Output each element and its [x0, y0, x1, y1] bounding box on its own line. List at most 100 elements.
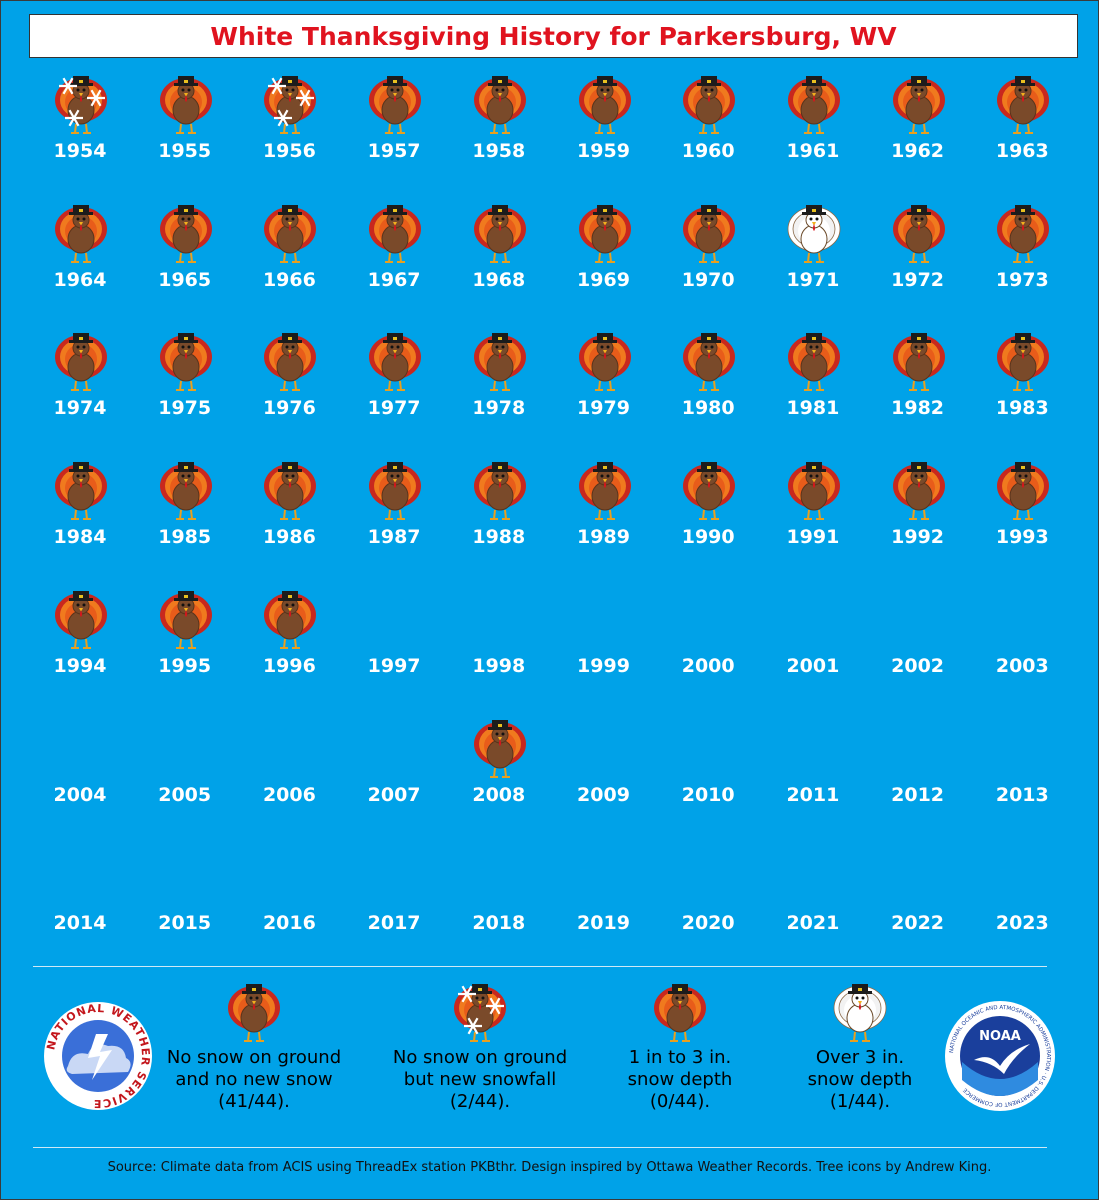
year-label: 1968: [472, 268, 526, 291]
year-cell: 1967: [342, 199, 446, 327]
year-label: 2018: [472, 912, 526, 935]
year-cell: 1992: [866, 456, 970, 584]
year-label: 1962: [891, 140, 945, 162]
year-label: 2006: [262, 783, 316, 806]
year-label: 1986: [262, 526, 316, 549]
legend-brown-turkey-icon: [227, 978, 281, 1044]
legend-label: No snow on ground and no new snow (41/44…: [166, 1047, 342, 1112]
year-label: 1979: [577, 397, 630, 420]
year-label: 1958: [472, 140, 526, 162]
year-label: 1961: [786, 140, 840, 162]
year-cell: 1994: [28, 585, 132, 713]
year-label: 1999: [577, 654, 630, 677]
divider-bottom: [33, 1147, 1047, 1148]
year-cell: 2006: [237, 714, 341, 842]
year-label: 1954: [53, 140, 107, 162]
brown-turkey-icon: [54, 585, 108, 651]
brown-turkey-icon: [682, 199, 736, 265]
year-cell: 2020: [656, 842, 760, 970]
year-label: 1989: [577, 526, 630, 549]
year-label: 2005: [158, 783, 212, 806]
brown-turkey-icon: [473, 714, 527, 780]
year-label: 1987: [367, 526, 421, 549]
year-cell: 1956: [237, 70, 341, 198]
year-label: 2007: [367, 783, 421, 806]
year-cell: 1964: [28, 199, 132, 327]
year-label: 2020: [681, 912, 735, 935]
year-cell: 2002: [866, 585, 970, 713]
year-cell: 2017: [342, 842, 446, 970]
year-label: 1976: [262, 397, 316, 420]
year-cell: 2001: [761, 585, 865, 713]
year-cell: 1982: [866, 327, 970, 455]
year-cell: 1981: [761, 327, 865, 455]
brown-turkey-icon: [159, 456, 213, 522]
brown-turkey-icon: [368, 327, 422, 393]
nws-logo: NATIONAL WEATHER SERVICE: [42, 1000, 154, 1112]
brown-turkey-icon: [578, 199, 632, 265]
year-label: 1959: [577, 140, 630, 162]
year-cell: 2013: [970, 714, 1074, 842]
year-cell: 2012: [866, 714, 970, 842]
year-cell: 1979: [552, 327, 656, 455]
year-cell: 1963: [970, 70, 1074, 198]
year-cell: 1995: [133, 585, 237, 713]
year-label: 2013: [995, 783, 1049, 806]
brown-turkey-icon: [578, 70, 632, 136]
brown-turkey-icon: [159, 70, 213, 136]
year-cell: 1973: [970, 199, 1074, 327]
year-cell: 1955: [133, 70, 237, 198]
year-label: 2012: [891, 783, 945, 806]
year-label: 2000: [681, 654, 735, 677]
year-label: 1964: [53, 268, 107, 291]
brown-turkey-icon: [473, 70, 527, 136]
source-note: Source: Climate data from ACIS using Thr…: [107, 1160, 992, 1175]
year-cell: 1975: [133, 327, 237, 455]
year-cell: 2016: [237, 842, 341, 970]
white-turkey-icon: [787, 199, 841, 265]
year-label: 1997: [367, 654, 421, 677]
year-label: 1998: [472, 654, 526, 677]
year-cell: 2000: [656, 585, 760, 713]
legend-brown-turkey-snowflakes-icon: [453, 978, 507, 1044]
year-label: 1988: [472, 526, 526, 549]
year-label: 1980: [681, 397, 735, 420]
year-label: 1957: [367, 140, 421, 162]
year-label: 1975: [158, 397, 212, 420]
year-label: 2008: [472, 783, 526, 806]
brown-turkey-snowflakes-icon: [263, 70, 317, 136]
year-cell: 2009: [552, 714, 656, 842]
year-label: 1996: [262, 654, 316, 677]
year-label: 2022: [891, 912, 945, 935]
year-label: 2004: [53, 783, 107, 806]
noaa-logo: NOAA NATIONAL OCEANIC AND ATMOSPHERIC AD…: [944, 1000, 1056, 1112]
year-cell: 2019: [552, 842, 656, 970]
brown-turkey-icon: [787, 456, 841, 522]
svg-text:NOAA: NOAA: [979, 1029, 1021, 1044]
year-cell: 1960: [656, 70, 760, 198]
year-cell: 1993: [970, 456, 1074, 584]
brown-turkey-icon: [787, 70, 841, 136]
year-cell: 1999: [552, 585, 656, 713]
year-cell: 1976: [237, 327, 341, 455]
year-cell: 1988: [447, 456, 551, 584]
year-label: 1966: [262, 268, 316, 291]
legend-label: No snow on ground but new snowfall (2/44…: [392, 1047, 568, 1112]
brown-turkey-icon: [892, 327, 946, 393]
year-cell: 1977: [342, 327, 446, 455]
year-cell: 1958: [447, 70, 551, 198]
year-label: 1970: [681, 268, 735, 291]
title-box: White Thanksgiving History for Parkersbu…: [29, 14, 1078, 58]
year-label: 1981: [786, 397, 840, 420]
year-cell: 2018: [447, 842, 551, 970]
brown-turkey-snowflakes-icon: [54, 70, 108, 136]
brown-turkey-icon: [368, 199, 422, 265]
year-label: 2017: [367, 912, 421, 935]
brown-turkey-icon: [996, 70, 1050, 136]
brown-turkey-icon: [682, 70, 736, 136]
year-label: 2015: [158, 912, 212, 935]
year-cell: 1996: [237, 585, 341, 713]
year-label: 1995: [158, 654, 212, 677]
year-label: 1963: [995, 140, 1049, 162]
year-label: 2021: [786, 912, 840, 935]
